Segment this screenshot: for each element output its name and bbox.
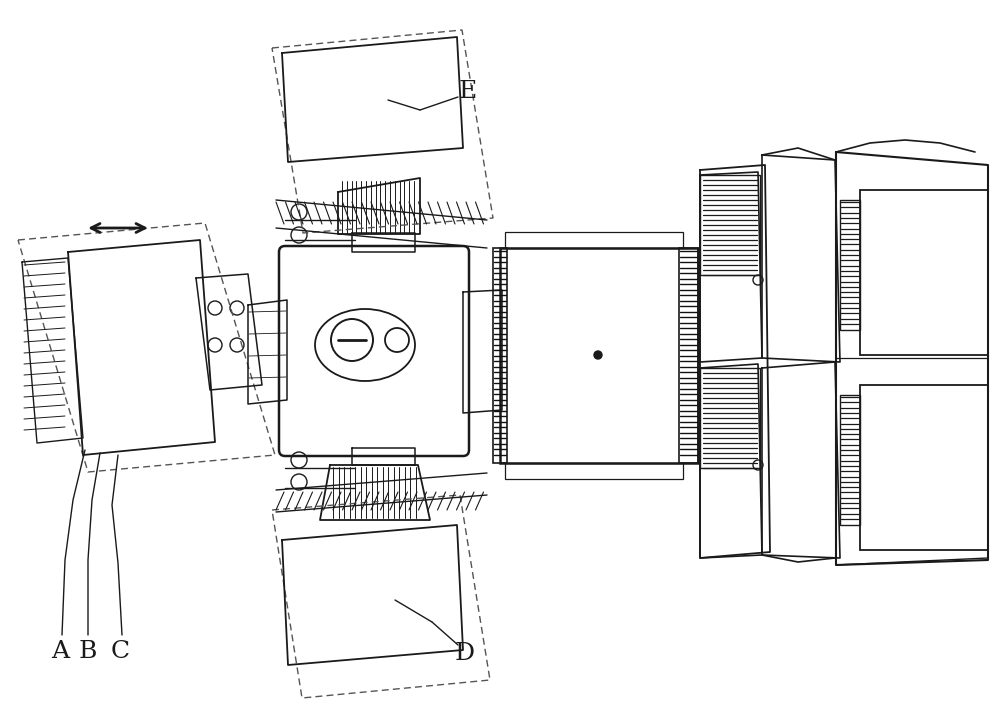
Text: D: D [455, 642, 475, 664]
Text: C: C [110, 640, 130, 664]
Bar [860, 385, 988, 550]
Bar [493, 248, 507, 463]
Text: E: E [459, 81, 477, 104]
Bar [840, 200, 860, 330]
Bar [679, 248, 698, 463]
Bar [700, 368, 760, 468]
Text: A: A [51, 640, 69, 664]
Circle shape [594, 351, 602, 359]
Bar [860, 190, 988, 355]
Bar [840, 395, 860, 525]
Bar [505, 463, 683, 479]
Text: B: B [79, 640, 97, 664]
Bar [700, 175, 760, 275]
Bar [505, 232, 683, 248]
Bar [500, 248, 698, 463]
